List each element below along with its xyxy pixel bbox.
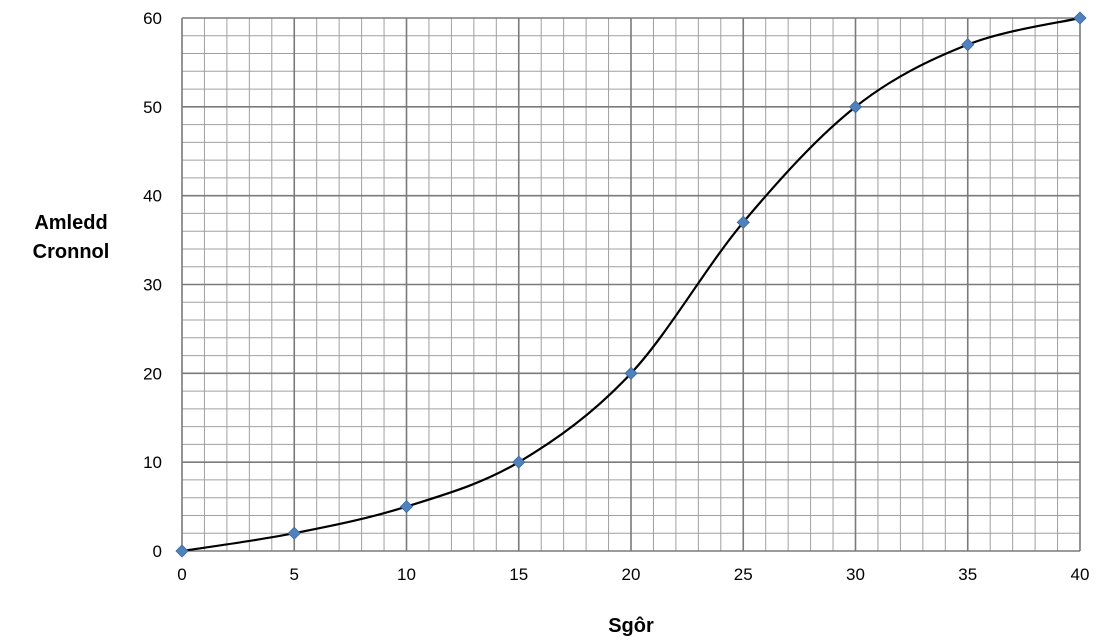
y-tick-label: 40 bbox=[143, 187, 162, 206]
x-tick-label: 35 bbox=[958, 565, 977, 584]
data-point-marker bbox=[1073, 11, 1087, 25]
y-tick-label: 20 bbox=[143, 364, 162, 383]
data-point-marker bbox=[848, 100, 863, 114]
x-tick-label: 0 bbox=[177, 565, 186, 584]
y-axis-title-line-2: Cronnol bbox=[33, 241, 110, 263]
x-tick-label: 40 bbox=[1071, 565, 1090, 584]
data-point-marker bbox=[175, 544, 189, 558]
x-tick-label: 25 bbox=[734, 565, 753, 584]
y-tick-label: 60 bbox=[143, 9, 162, 28]
y-tick-label: 30 bbox=[143, 276, 162, 295]
data-point-marker bbox=[399, 500, 414, 514]
x-axis-title: Sgôr bbox=[608, 615, 654, 637]
data-point-marker bbox=[624, 366, 638, 380]
cumulative-frequency-curve bbox=[181, 16, 1081, 553]
data-point-marker bbox=[512, 455, 526, 469]
data-point-marker bbox=[736, 215, 750, 229]
x-axis-tick-labels: 0 5 10 15 20 25 30 35 40 bbox=[177, 565, 1089, 584]
y-tick-label: 10 bbox=[143, 453, 162, 472]
y-axis-tick-labels: 0 10 20 30 40 50 60 bbox=[143, 9, 162, 561]
data-point-marker bbox=[287, 526, 301, 540]
x-tick-label: 10 bbox=[397, 565, 416, 584]
data-point-marker bbox=[961, 38, 975, 52]
y-tick-label: 50 bbox=[143, 98, 162, 117]
x-tick-label: 20 bbox=[622, 565, 641, 584]
data-point-markers bbox=[175, 11, 1087, 558]
y-axis-title-line-1: Amledd bbox=[34, 212, 107, 234]
y-tick-label: 0 bbox=[153, 542, 162, 561]
x-tick-label: 30 bbox=[846, 565, 865, 584]
x-tick-label: 5 bbox=[290, 565, 299, 584]
x-tick-label: 15 bbox=[509, 565, 528, 584]
